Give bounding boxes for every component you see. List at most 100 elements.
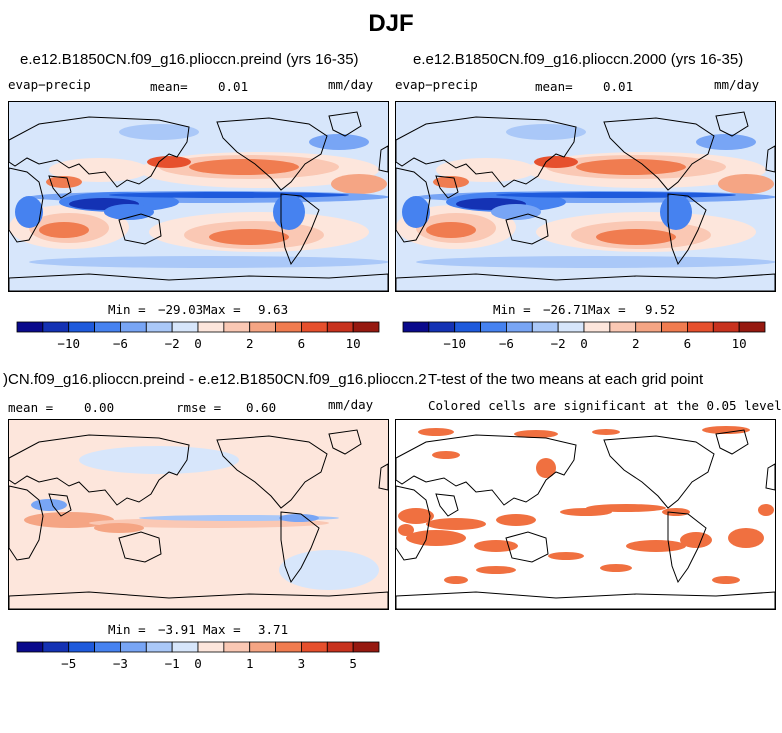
significant-cells-5 — [536, 458, 556, 478]
panel-4-subtitle: Colored cells are significant at the 0.0… — [428, 398, 782, 413]
contour-fill-nw-pac — [436, 158, 536, 182]
colorbar-tick-label: −5 — [61, 656, 76, 671]
panel-2-map — [395, 101, 776, 292]
coastline-7 — [715, 111, 749, 137]
colorbar-swatch-6 — [171, 321, 199, 333]
contour-fill-spcz — [104, 204, 154, 220]
colorbar-swatch-0 — [16, 321, 44, 333]
contour-fill-kuroshio — [534, 156, 578, 168]
colorbar-swatch-3 — [94, 641, 121, 653]
colorbar-tick-label: −2 — [551, 336, 566, 351]
colorbar-swatch-8 — [609, 321, 637, 333]
coastline-5 — [216, 435, 328, 509]
coastline-8 — [396, 273, 775, 291]
contour-fill-arabian — [433, 176, 469, 188]
colorbar-tick-label: 5 — [349, 656, 357, 671]
coastline-8 — [396, 591, 775, 609]
panel-2-colorbar: −10 −6 −2 0 2 6 10 — [402, 321, 766, 356]
coastline-2 — [378, 463, 388, 491]
contour-fill-amazon — [660, 194, 692, 230]
significant-cells-6 — [398, 508, 434, 524]
coastline-3 — [48, 493, 72, 517]
panel-3-title: )CN.f09_g16.plioccn.preind - e.e12.B1850… — [3, 371, 452, 388]
colorbar-swatch-0 — [402, 321, 430, 333]
colorbar-tick-label: −2 — [165, 336, 180, 351]
contour-fill-np-core2 — [576, 159, 686, 175]
colorbar-tick-label: 0 — [194, 656, 202, 671]
colorbar-swatch-1 — [428, 321, 456, 333]
panel-1-max-label: Max = — [203, 302, 241, 317]
panel-3-colorbar: −5 −3 −1 0 1 3 5 — [16, 641, 380, 676]
coastline-6 — [667, 511, 707, 584]
significant-cells-11 — [662, 508, 690, 516]
coastline-4 — [118, 531, 162, 563]
coastline-0 — [9, 434, 190, 506]
contour-fill-natl — [718, 174, 774, 194]
colorbar-swatch-11 — [301, 641, 328, 653]
colorbar-swatch-7 — [583, 321, 611, 333]
contour-fill-na-storm — [309, 134, 369, 150]
panel-2-min-value: −26.71 — [543, 302, 589, 317]
coastline-4 — [118, 213, 162, 245]
colorbar-swatch-10 — [661, 321, 688, 333]
coastline-7 — [715, 429, 749, 455]
significant-cells-4 — [432, 451, 460, 459]
contour-fill-amazon — [273, 194, 305, 230]
panel-1-min-value: −29.03 — [158, 302, 204, 317]
panel-4-map — [395, 419, 776, 610]
colorbar-swatch-4 — [120, 321, 147, 333]
contour-fill-congo — [15, 196, 43, 228]
panel-1-mean-label: mean= — [150, 79, 188, 94]
colorbar-tick-label: 2 — [632, 336, 640, 351]
diff-fill-north-neg — [79, 446, 239, 474]
colorbar-tick-label: 3 — [298, 656, 306, 671]
colorbar-swatch-11 — [301, 321, 328, 333]
colorbar-swatch-7 — [197, 641, 225, 653]
contour-fill-na-storm — [696, 134, 756, 150]
contour-fill-so-storm — [416, 256, 775, 268]
significant-cells-10 — [586, 504, 666, 512]
diff-fill-mc-pos — [94, 523, 144, 533]
coastline-5 — [216, 117, 328, 191]
coastline-2 — [765, 463, 775, 491]
colorbar-swatch-8 — [223, 321, 251, 333]
panel-3-mean-label: mean = — [8, 400, 54, 415]
significant-cells-23 — [758, 504, 774, 516]
significant-cells-12 — [406, 530, 466, 546]
colorbar-tick-label: −6 — [113, 336, 128, 351]
contour-fill-si-core2 — [426, 222, 476, 238]
contour-fill-arabian — [46, 176, 82, 188]
significant-cells-16 — [728, 528, 764, 548]
panel-3-units: mm/day — [328, 397, 374, 412]
coastline-3 — [48, 175, 72, 199]
colorbar-swatch-4 — [506, 321, 533, 333]
coastline-1 — [396, 485, 431, 561]
panel-3-mean-value: 0.00 — [84, 400, 115, 415]
panel-1-map — [8, 101, 389, 292]
coastline-3 — [435, 493, 459, 517]
panel-1-max-value: 9.63 — [258, 302, 289, 317]
colorbar-swatch-13 — [352, 321, 380, 333]
colorbar-swatch-10 — [275, 641, 302, 653]
panel-2-max-value: 9.52 — [645, 302, 676, 317]
significant-cells-22 — [398, 524, 414, 536]
colorbar-tick-label: −10 — [443, 336, 466, 351]
coastline-6 — [667, 193, 707, 266]
contour-fill-itcz-core — [496, 192, 736, 198]
coastline-7 — [328, 111, 362, 137]
panel-3-min-value: −3.91 — [158, 622, 196, 637]
colorbar-swatch-8 — [223, 641, 251, 653]
panel-2-mean-value: 0.01 — [603, 79, 634, 94]
colorbar-tick-label: −6 — [499, 336, 514, 351]
panel-3-min-label: Min = — [108, 622, 146, 637]
panel-3-max-label: Max = — [203, 622, 241, 637]
panel-1-mean-value: 0.01 — [218, 79, 249, 94]
contour-fill-congo — [402, 196, 430, 228]
colorbar-tick-label: 10 — [732, 336, 747, 351]
significant-cells-18 — [476, 566, 516, 574]
panel-1-min-label: Min = — [108, 302, 146, 317]
significant-cells-19 — [600, 564, 632, 572]
coastline-0 — [9, 116, 190, 188]
significant-cells-14 — [626, 540, 686, 552]
significant-cells-3 — [702, 426, 750, 434]
